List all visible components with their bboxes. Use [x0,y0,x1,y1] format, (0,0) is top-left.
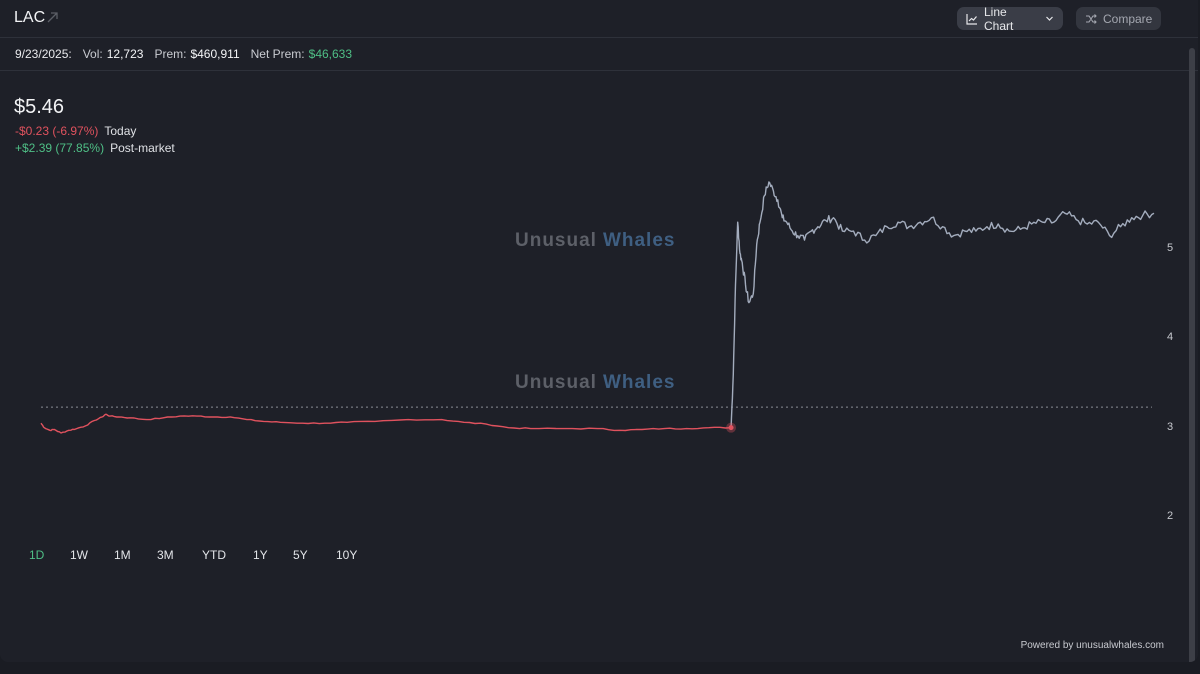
net-premium-label: Net Prem: [250,47,305,61]
today-change-row: -$0.23 (-6.97%) Today [15,124,136,138]
premium-label: Prem: [154,47,187,61]
external-link-icon[interactable] [46,11,59,24]
timeframe-ytd[interactable]: YTD [202,548,226,562]
scrollbar-thumb[interactable] [1189,48,1195,662]
chart-type-dropdown[interactable]: Line Chart [957,4,1063,33]
session-date: 9/23/2025: [15,47,72,61]
post-market-change-value: +$2.39 (77.85%) [15,141,105,155]
today-change-label: Today [104,124,137,138]
watermark-word-1: Unusual [515,230,597,251]
compare-label: Compare [1103,11,1153,26]
post-market-price-line [730,181,1155,428]
volume-label: Vol: [82,47,103,61]
powered-by[interactable]: Powered by unusualwhales.com [1020,640,1164,651]
chevron-down-icon [1046,16,1053,21]
volume-value: 12,723 [106,47,144,61]
watermark-bottom: Unusual Whales [515,372,675,394]
watermark-word-2: Whales [602,372,676,393]
y-tick-label: 2 [1167,510,1174,522]
chart-type-label: Line Chart [984,4,1014,33]
stats-bar: 9/23/2025: Vol: 12,723 Prem: $460,911 Ne… [0,38,1198,71]
y-tick-label: 3 [1167,420,1174,433]
post-market-change-row: +$2.39 (77.85%) Post-market [15,141,175,155]
watermark-word-1: Unusual [515,372,597,393]
timeframe-1y[interactable]: 1Y [253,548,268,562]
today-change-value: -$0.23 (-6.97%) [15,124,99,138]
timeframe-3m[interactable]: 3M [157,548,174,562]
ticker-symbol: LAC [14,9,46,26]
timeframe-1m[interactable]: 1M [114,548,131,562]
y-tick-label: 5 [1167,242,1174,254]
y-tick-label: 4 [1167,331,1174,344]
watermark-word-2: Whales [602,230,676,251]
regular-session-price-line [40,413,732,434]
net-premium-value: $46,633 [308,47,353,61]
premium-value: $460,911 [190,47,240,61]
close-marker [728,425,734,431]
scrollbar[interactable] [1186,40,1198,662]
compare-button[interactable]: Compare [1076,7,1161,30]
timeframe-10y[interactable]: 10Y [336,548,358,562]
timeframe-1w[interactable]: 1W [70,548,88,562]
timeframe-5y[interactable]: 5Y [293,548,308,562]
timeframe-1d[interactable]: 1D [29,548,45,562]
shuffle-icon [1086,13,1097,24]
header-bar: LAC Line Chart Compare [0,0,1198,38]
current-price: $5.46 [14,96,65,118]
post-market-label: Post-market [110,141,175,155]
watermark-top: Unusual Whales [515,230,675,252]
line-chart-icon [966,13,977,25]
